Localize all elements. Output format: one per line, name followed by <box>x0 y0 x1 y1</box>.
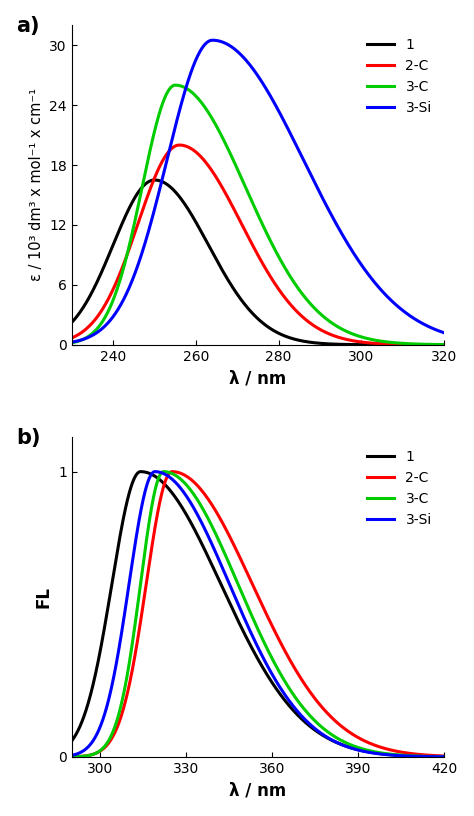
2-C <box>362 736 368 746</box>
Line: 2-C: 2-C <box>72 472 444 756</box>
1 <box>69 736 74 746</box>
2-C <box>250 242 256 251</box>
1 <box>88 290 94 299</box>
1 <box>430 339 436 349</box>
3-Si <box>430 752 436 761</box>
2-C <box>431 339 437 349</box>
3-Si <box>152 467 158 477</box>
3-Si <box>441 328 447 338</box>
Line: 3-Si: 3-Si <box>72 472 444 756</box>
3-Si <box>88 331 94 341</box>
3-Si <box>431 752 437 761</box>
3-C <box>240 177 246 187</box>
3-Si <box>431 324 437 334</box>
2-C <box>441 339 447 349</box>
3-C <box>430 752 436 761</box>
3-Si <box>362 747 368 756</box>
X-axis label: λ / nm: λ / nm <box>229 782 287 800</box>
1 <box>250 309 256 319</box>
Legend: 1, 2-C, 3-C, 3-Si: 1, 2-C, 3-C, 3-Si <box>361 32 437 120</box>
Line: 3-C: 3-C <box>72 472 444 756</box>
1 <box>441 752 447 761</box>
3-Si <box>240 611 246 621</box>
3-C <box>69 752 74 761</box>
3-C <box>431 339 437 349</box>
3-Si <box>430 324 436 334</box>
Line: 1: 1 <box>72 180 444 344</box>
Y-axis label: FL: FL <box>35 586 53 608</box>
2-C <box>441 751 447 761</box>
1 <box>88 689 94 698</box>
3-C <box>430 339 436 349</box>
1 <box>431 752 437 761</box>
3-C <box>441 339 447 349</box>
3-C <box>250 199 256 209</box>
2-C <box>430 339 436 349</box>
Line: 3-C: 3-C <box>72 85 444 344</box>
2-C <box>240 222 246 232</box>
1 <box>240 626 246 636</box>
2-C <box>88 750 94 760</box>
Text: b): b) <box>16 428 40 448</box>
3-Si <box>210 35 215 45</box>
2-C <box>430 751 436 761</box>
3-Si <box>240 52 246 62</box>
2-C <box>240 560 246 570</box>
3-Si <box>250 632 256 642</box>
1 <box>240 298 246 308</box>
3-C <box>441 752 447 761</box>
1 <box>431 339 437 349</box>
2-C <box>362 338 368 348</box>
2-C <box>169 467 175 477</box>
2-C <box>250 581 256 591</box>
3-Si <box>362 265 368 275</box>
3-Si <box>441 752 447 761</box>
3-C <box>431 752 437 761</box>
3-Si <box>250 64 256 74</box>
Text: a): a) <box>16 16 39 36</box>
1 <box>430 752 436 761</box>
1 <box>362 339 368 349</box>
2-C <box>88 320 94 330</box>
3-Si <box>88 739 94 749</box>
3-C <box>362 745 368 755</box>
Line: 2-C: 2-C <box>72 145 444 344</box>
X-axis label: λ / nm: λ / nm <box>229 369 287 387</box>
1 <box>362 747 368 756</box>
1 <box>152 175 157 185</box>
1 <box>441 339 447 349</box>
Legend: 1, 2-C, 3-C, 3-Si: 1, 2-C, 3-C, 3-Si <box>361 445 437 532</box>
2-C <box>177 140 182 150</box>
2-C <box>69 333 74 343</box>
3-C <box>362 333 368 343</box>
Y-axis label: ε / 10³ dm³ x mol⁻¹ x cm⁻¹: ε / 10³ dm³ x mol⁻¹ x cm⁻¹ <box>28 88 44 282</box>
3-C <box>88 750 94 760</box>
3-Si <box>69 751 74 761</box>
3-C <box>250 614 256 623</box>
3-C <box>161 467 166 477</box>
3-C <box>173 80 178 90</box>
3-C <box>88 330 94 339</box>
1 <box>69 317 74 327</box>
Line: 1: 1 <box>72 472 444 756</box>
1 <box>250 645 256 655</box>
2-C <box>69 752 74 761</box>
3-C <box>240 591 246 601</box>
Line: 3-Si: 3-Si <box>72 40 444 342</box>
3-C <box>69 338 74 348</box>
3-Si <box>69 337 74 347</box>
1 <box>137 467 143 477</box>
2-C <box>431 751 437 761</box>
